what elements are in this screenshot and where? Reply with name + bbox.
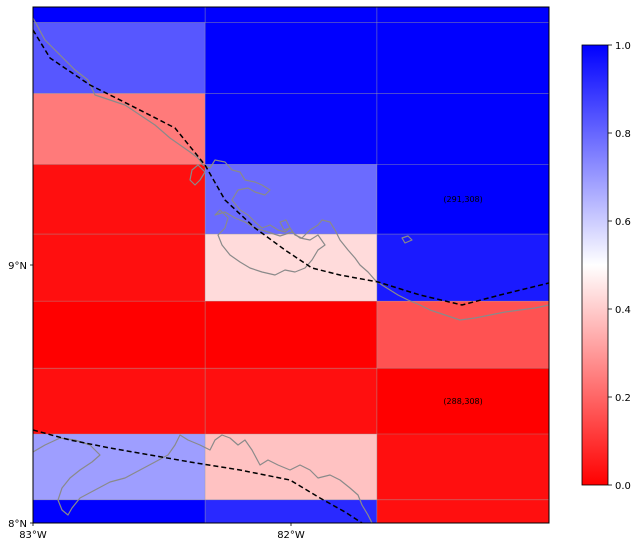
colorbar-tick-label-4: 0.2 <box>615 393 631 404</box>
cell-annotation-0: (291,308) <box>443 195 482 204</box>
heatmap-cell-r3-c0 <box>33 164 205 234</box>
heatmap-cell-r5-c0 <box>33 301 205 368</box>
heatmap-cell-r2-c1 <box>205 93 377 164</box>
colorbar-tick-label-5: 0.0 <box>615 481 631 492</box>
heatmap-cell-r4-c0 <box>33 234 205 301</box>
colorbar-tick-label-1: 0.8 <box>615 129 631 140</box>
colorbar-tick-label-2: 0.6 <box>615 217 631 228</box>
heatmap-cell-r1-c2 <box>377 22 549 93</box>
colorbar: 1.0 0.8 0.6 0.4 0.2 0.0 <box>582 41 631 492</box>
heatmap-cell-r5-c1 <box>205 301 377 368</box>
heatmap-cell-r8-c1 <box>205 500 377 523</box>
heatmap-cell-r5-c2 <box>377 301 549 368</box>
heatmap-cell-r0-c2 <box>377 7 549 22</box>
heatmap-cell-r6-c1 <box>205 368 377 434</box>
lon-tick-label-1: 82°W <box>277 530 305 541</box>
heatmap-cell-r1-c0 <box>33 22 205 93</box>
lat-tick-label-1: 9°N <box>8 261 27 272</box>
heatmap-cell-r4-c1 <box>205 234 377 301</box>
heatmap-cell-r7-c2 <box>377 434 549 500</box>
heatmap-cell-r2-c2 <box>377 93 549 164</box>
colorbar-gradient <box>582 45 608 485</box>
heatmap-cell-r4-c2 <box>377 234 549 301</box>
colorbar-tick-label-3: 0.4 <box>615 305 631 316</box>
heatmap-cell-r0-c1 <box>205 7 377 22</box>
heatmap-cell-r0-c0 <box>33 7 205 22</box>
heatmap-cell-r3-c1 <box>205 164 377 234</box>
colorbar-tick-label-0: 1.0 <box>615 41 631 52</box>
heatmap-cell-r7-c0 <box>33 434 205 500</box>
heatmap-cell-r7-c1 <box>205 434 377 500</box>
cell-annotation-1: (288,308) <box>443 397 482 406</box>
heatmap-cell-r1-c1 <box>205 22 377 93</box>
lat-tick-label-0: 8°N <box>8 519 27 530</box>
colorbar-ticks: 1.0 0.8 0.6 0.4 0.2 0.0 <box>608 41 631 492</box>
lon-tick-label-0: 83°W <box>19 530 47 541</box>
heatmap-cell-r8-c2 <box>377 500 549 523</box>
heatmap-cells <box>33 7 549 523</box>
heatmap-cell-r6-c0 <box>33 368 205 434</box>
heatmap-cell-r2-c0 <box>33 93 205 164</box>
